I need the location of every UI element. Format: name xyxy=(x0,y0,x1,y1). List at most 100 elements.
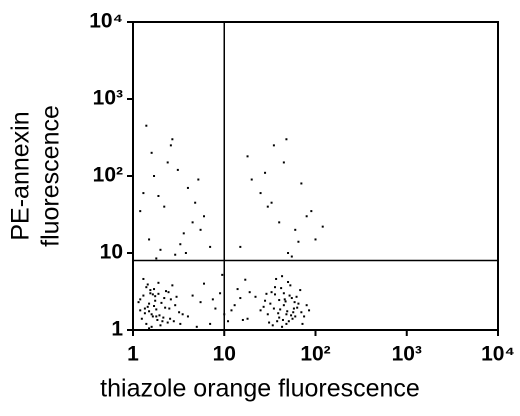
data-point xyxy=(142,192,145,195)
data-point xyxy=(297,302,300,305)
data-point xyxy=(209,322,212,325)
data-point xyxy=(195,325,198,328)
data-point xyxy=(151,293,154,296)
data-point xyxy=(296,306,299,309)
data-point xyxy=(285,138,288,141)
data-point xyxy=(145,286,148,289)
data-point xyxy=(274,286,277,289)
data-point xyxy=(303,315,306,318)
data-point xyxy=(166,321,169,324)
data-point xyxy=(321,225,324,228)
x-axis-title: thiazole orange fluorescence xyxy=(100,375,420,403)
data-point xyxy=(266,313,269,316)
data-point xyxy=(283,298,286,301)
data-point xyxy=(156,318,159,321)
x-tick-label: 1 xyxy=(127,343,139,366)
data-point xyxy=(209,245,212,248)
y-tick-label: 10⁴ xyxy=(89,10,123,33)
data-point xyxy=(151,315,154,318)
data-point xyxy=(282,161,285,164)
data-point xyxy=(197,178,200,181)
data-point xyxy=(290,255,293,258)
data-point xyxy=(160,301,163,304)
data-point xyxy=(174,253,177,256)
data-point xyxy=(159,248,162,251)
data-point xyxy=(142,294,145,297)
data-point xyxy=(146,283,149,286)
data-point xyxy=(278,221,281,224)
data-point xyxy=(300,311,303,314)
data-point xyxy=(150,151,153,154)
data-point xyxy=(264,171,267,174)
data-point xyxy=(285,322,288,325)
data-point xyxy=(153,288,156,291)
data-point xyxy=(299,289,302,292)
data-point xyxy=(150,313,153,316)
data-point xyxy=(264,299,267,302)
data-point xyxy=(239,245,242,248)
data-point xyxy=(287,320,290,323)
data-point xyxy=(292,307,295,310)
x-tick-label: 10 xyxy=(213,343,236,366)
data-point xyxy=(287,281,290,284)
data-point xyxy=(288,294,291,297)
data-point xyxy=(236,288,239,291)
data-point xyxy=(157,292,160,295)
data-point xyxy=(148,302,151,305)
data-point xyxy=(155,308,158,311)
data-point xyxy=(262,305,265,308)
data-point xyxy=(270,291,273,294)
data-point xyxy=(230,309,233,312)
data-point xyxy=(272,307,275,310)
data-point xyxy=(289,284,292,287)
data-point xyxy=(223,313,226,316)
data-point xyxy=(221,273,224,276)
x-tick-label: 10⁴ xyxy=(481,343,515,366)
data-point xyxy=(179,243,182,246)
data-point xyxy=(175,295,178,298)
data-point xyxy=(305,304,308,307)
data-point xyxy=(139,298,142,301)
data-point xyxy=(233,304,236,307)
data-point xyxy=(266,205,269,208)
data-point xyxy=(174,304,177,307)
data-point xyxy=(308,309,311,312)
data-point xyxy=(153,304,156,307)
data-point xyxy=(199,301,202,304)
data-point xyxy=(148,327,151,330)
data-point xyxy=(286,310,289,313)
data-point xyxy=(270,201,273,204)
data-point xyxy=(227,320,230,323)
data-point xyxy=(254,295,257,298)
data-point xyxy=(259,192,262,195)
data-point xyxy=(165,290,168,293)
data-point xyxy=(186,315,189,318)
data-point xyxy=(150,325,153,328)
data-point xyxy=(244,278,247,281)
data-point xyxy=(295,295,298,298)
data-point xyxy=(250,178,253,181)
data-point xyxy=(277,312,280,315)
data-point xyxy=(168,307,171,310)
data-point xyxy=(157,281,160,284)
data-point xyxy=(178,311,181,314)
data-point xyxy=(167,291,170,294)
data-point xyxy=(143,312,146,315)
data-point xyxy=(285,313,288,316)
data-point xyxy=(191,294,194,297)
data-point xyxy=(301,322,304,325)
data-point xyxy=(148,310,151,313)
data-point xyxy=(186,186,189,189)
data-point xyxy=(211,298,214,301)
data-point xyxy=(184,252,187,254)
plot-frame xyxy=(132,21,499,331)
data-point xyxy=(292,311,295,314)
data-point xyxy=(300,182,303,185)
data-point xyxy=(159,324,162,327)
data-point xyxy=(139,210,142,213)
data-point xyxy=(276,320,279,323)
data-point xyxy=(171,284,174,287)
data-point xyxy=(137,301,140,304)
x-tick-label: 10² xyxy=(300,343,330,366)
data-point xyxy=(294,315,297,318)
